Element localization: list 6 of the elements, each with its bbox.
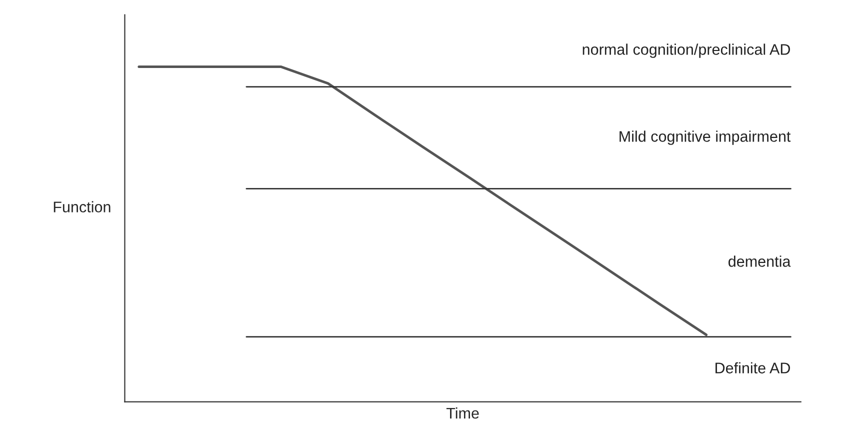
x-axis-title: Time [446, 407, 479, 419]
annotation: dementia [728, 256, 791, 267]
y-axis-title: Function [54, 201, 110, 212]
annotation: Mild cognitive impairment [620, 130, 791, 145]
text: normal cognition/preclinical AD [582, 44, 790, 58]
annotation: Definite AD [716, 362, 790, 374]
